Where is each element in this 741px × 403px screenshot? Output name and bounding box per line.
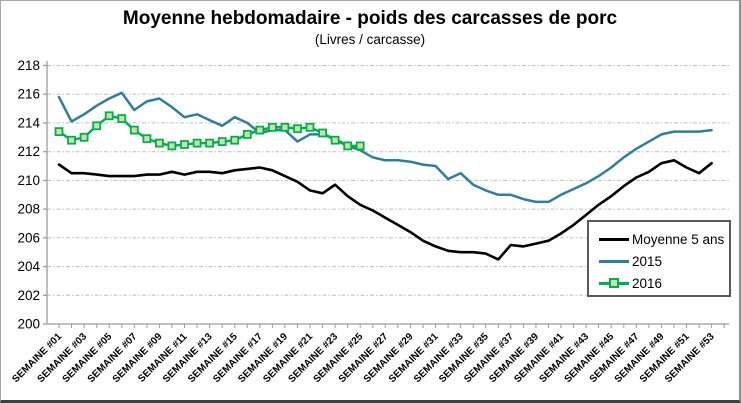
y-tick-label: 214	[17, 115, 40, 130]
series-marker	[79, 132, 89, 142]
series-marker	[255, 125, 265, 135]
series-marker	[242, 129, 252, 139]
legend-label: 2016	[632, 275, 663, 291]
legend-item-moyenne-5-ans: Moyenne 5 ans	[599, 228, 729, 250]
y-tick-label: 200	[17, 317, 40, 332]
series-marker	[54, 127, 64, 136]
chart-title: Moyenne hebdomadaire - poids des carcass…	[122, 8, 618, 29]
y-tick-label: 204	[17, 259, 40, 274]
series-line-moyenne-5-ans	[57, 159, 713, 261]
y-tick-label: 206	[17, 230, 40, 245]
series-marker	[205, 138, 215, 148]
series-marker	[142, 134, 152, 144]
series-marker	[280, 122, 290, 132]
series-marker	[117, 114, 127, 123]
y-tick-label: 216	[17, 87, 40, 102]
y-tick-label: 210	[17, 173, 40, 188]
legend-line-swatch-2016	[599, 277, 629, 289]
series-marker	[67, 135, 76, 145]
chart-subtitle: (Livres / carcasse)	[314, 32, 426, 47]
series-marker	[267, 122, 277, 132]
series-marker	[217, 137, 227, 147]
legend-label: Moyenne 5 ans	[632, 231, 725, 247]
legend: Moyenne 5 ans 2015 2016	[587, 220, 731, 297]
series-marker	[192, 138, 202, 148]
y-tick-label: 218	[17, 58, 40, 73]
y-tick-label: 212	[17, 144, 40, 159]
series-marker	[154, 138, 164, 148]
legend-item-2015: 2015	[599, 250, 729, 272]
series-marker	[330, 135, 340, 145]
series-line-2015	[57, 91, 713, 204]
legend-line-swatch-2015	[599, 255, 629, 267]
series-marker	[104, 111, 114, 121]
series-marker	[305, 122, 315, 132]
series-marker	[293, 124, 302, 134]
legend-item-2016: 2016	[599, 272, 729, 294]
series-marker	[92, 121, 102, 131]
legend-label: 2015	[632, 253, 663, 269]
series-marker	[343, 141, 353, 151]
y-tick-label: 202	[17, 288, 40, 303]
series-marker	[230, 135, 240, 145]
y-tick-label: 208	[17, 202, 40, 217]
series-marker	[167, 141, 177, 151]
series-marker	[355, 141, 365, 151]
series-marker	[180, 140, 189, 149]
series-marker	[318, 128, 328, 138]
legend-line-swatch-moyenne-5-ans	[599, 233, 629, 245]
series-marker	[129, 125, 139, 135]
